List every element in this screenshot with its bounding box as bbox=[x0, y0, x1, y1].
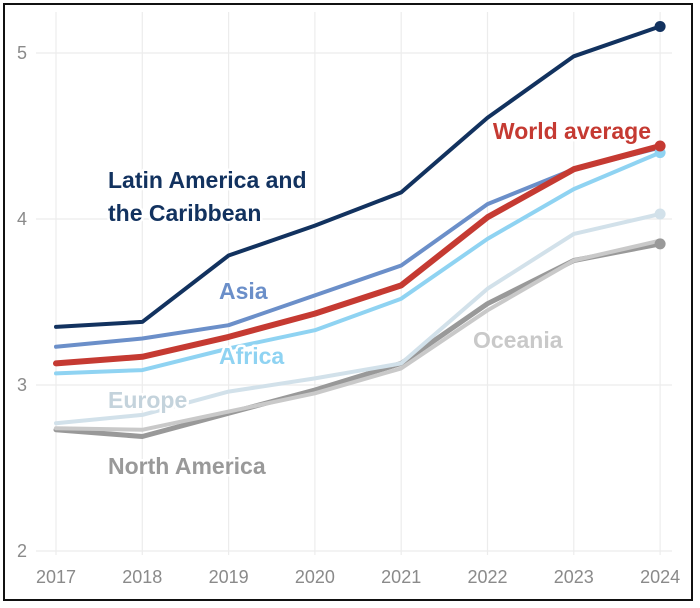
latin-america-label-line-1: Latin America and bbox=[108, 167, 307, 193]
end-marker-north-america bbox=[654, 238, 666, 250]
x-tick-2021: 2021 bbox=[381, 567, 421, 587]
x-tick-2017: 2017 bbox=[36, 567, 76, 587]
series-line-europe bbox=[54, 212, 663, 426]
x-tick-2019: 2019 bbox=[209, 567, 249, 587]
x-tick-2023: 2023 bbox=[554, 567, 594, 587]
y-tick-3: 3 bbox=[17, 375, 27, 395]
europe-label: Europe bbox=[108, 387, 187, 413]
series-line-world-average bbox=[53, 143, 664, 367]
series-line-oceania bbox=[54, 238, 663, 432]
x-tick-2018: 2018 bbox=[122, 567, 162, 587]
world-average-label: World average bbox=[493, 118, 651, 144]
x-tick-2022: 2022 bbox=[467, 567, 507, 587]
series-line-latin-america-and-the-caribbean bbox=[54, 24, 663, 329]
latin-america-label-line-2: the Caribbean bbox=[108, 200, 261, 226]
series-line-africa bbox=[54, 150, 663, 376]
x-tick-2024: 2024 bbox=[640, 567, 680, 587]
end-marker-world-average bbox=[654, 140, 666, 152]
y-tick-5: 5 bbox=[17, 43, 27, 63]
x-tick-2020: 2020 bbox=[295, 567, 335, 587]
end-marker-latin-america-and-the-caribbean bbox=[654, 20, 666, 32]
end-markers bbox=[654, 20, 666, 250]
y-tick-4: 4 bbox=[17, 209, 27, 229]
north-america-label: North America bbox=[108, 453, 266, 479]
asia-label: Asia bbox=[219, 278, 268, 304]
end-marker-europe bbox=[654, 208, 666, 220]
gridlines bbox=[36, 12, 672, 555]
series-labels: World average Latin America and the Cari… bbox=[106, 116, 654, 482]
y-tick-2: 2 bbox=[17, 541, 27, 561]
africa-label: Africa bbox=[219, 343, 284, 369]
series-lines bbox=[53, 24, 664, 439]
oceania-label: Oceania bbox=[473, 327, 563, 353]
axis-ticks: 2017 2018 2019 2020 2021 2022 2023 2024 2 3 4 5 bbox=[17, 43, 680, 587]
